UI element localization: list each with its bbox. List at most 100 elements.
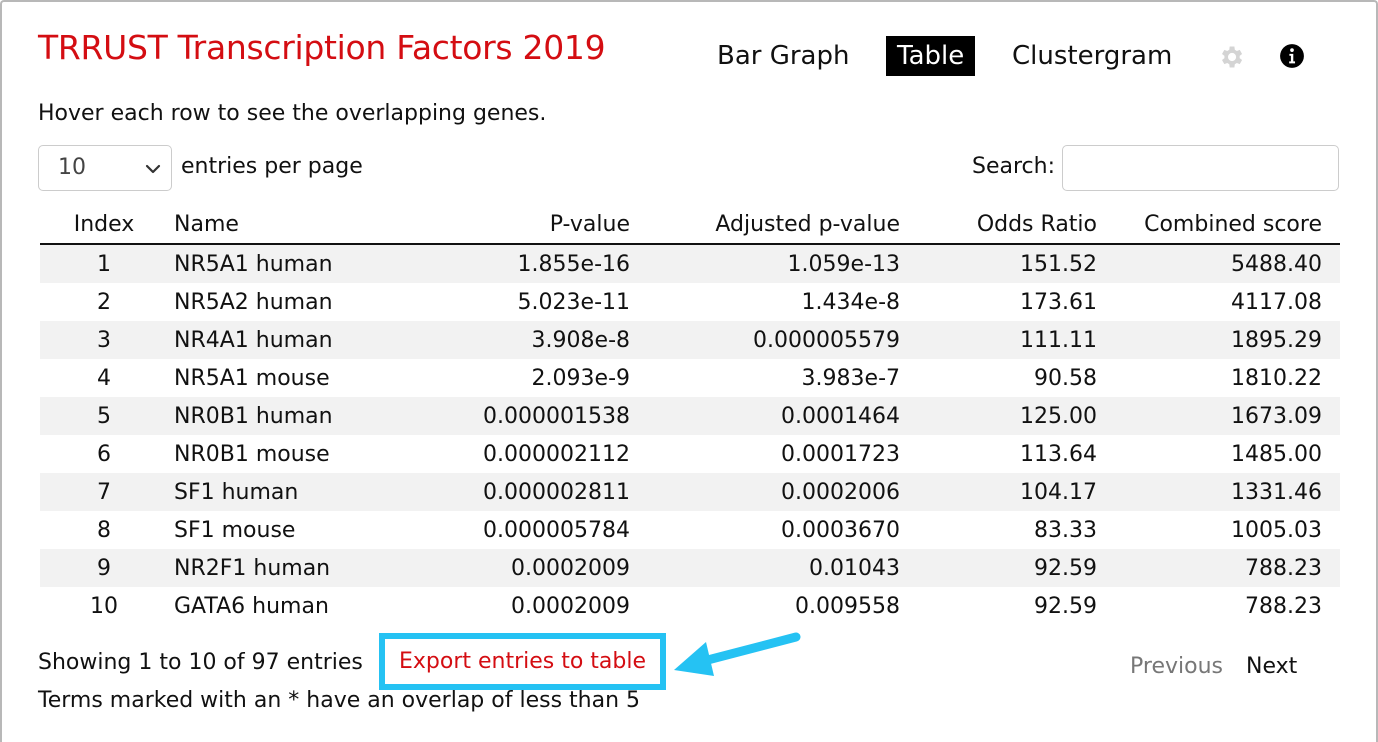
cell-name: GATA6 human [174,593,329,619]
cell-p-value: 0.0002009 [413,549,643,587]
cell-name: NR5A2 human [174,289,333,315]
cell-adjusted-p-value: 0.000005579 [643,321,913,359]
cell-p-value: 0.000002112 [483,441,630,467]
cell-combined-score: 1810.22 [1231,365,1322,391]
cell-odds-ratio: 111.11 [913,321,1111,359]
next-page-button[interactable]: Next [1246,654,1298,679]
cell-adjusted-p-value: 0.0001723 [781,441,900,467]
overlap-footnote: Terms marked with an * have an overlap o… [38,688,641,713]
cell-name: SF1 mouse [174,517,296,543]
cell-name: NR0B1 human [168,397,413,435]
cell-index: 1 [40,244,168,283]
previous-page-button[interactable]: Previous [1130,654,1223,679]
hover-hint: Hover each row to see the overlapping ge… [38,101,547,126]
cell-name: NR5A1 human [168,244,413,283]
table-row[interactable]: 2 NR5A2 human 5.023e-11 1.434e-8 173.61 4117.… [40,283,1340,321]
cell-combined-score: 1005.03 [1231,517,1322,543]
export-highlight-box: Export entries to table [379,633,666,690]
page-title: TRRUST Transcription Factors 2019 [38,28,606,67]
cell-name: NR4A1 human [168,321,413,359]
table-row[interactable]: 10 GATA6 human 0.0002009 0.009558 92.59 788.2… [40,587,1340,625]
cell-name: NR0B1 mouse [174,441,330,467]
cell-odds-ratio: 151.52 [913,244,1111,283]
column-header-odds-ratio[interactable]: Odds Ratio [913,206,1111,245]
cell-combined-score: 1331.46 [1111,473,1340,511]
cell-adjusted-p-value: 3.983e-7 [801,365,900,391]
cell-p-value: 3.908e-8 [413,321,643,359]
cell-combined-score: 1673.09 [1111,397,1340,435]
search-input[interactable] [1062,145,1339,191]
arrow-annotation-icon [674,632,801,676]
results-table: Index Name P-value Adjusted p-value Odds… [40,206,1340,625]
cell-adjusted-p-value: 0.0002006 [643,473,913,511]
cell-odds-ratio: 113.64 [1020,441,1097,467]
column-header-name[interactable]: Name [168,206,413,245]
chevron-down-icon [145,164,161,174]
showing-entries-text: Showing 1 to 10 of 97 entries [38,650,363,675]
cell-combined-score: 1895.29 [1111,321,1340,359]
view-tabs: Bar Graph Table Clustergram [0,36,1378,76]
cell-odds-ratio: 173.61 [1020,289,1097,315]
cell-adjusted-p-value: 0.0001464 [643,397,913,435]
table-row[interactable]: 5 NR0B1 human 0.000001538 0.0001464 125.00 16… [40,397,1340,435]
cell-p-value: 0.0002009 [511,593,630,619]
column-header-p-value[interactable]: P-value [413,206,643,245]
entries-per-page-value: 10 [58,155,86,180]
table-row[interactable]: 1 NR5A1 human 1.855e-16 1.059e-13 151.52 5488… [40,244,1340,283]
cell-index: 8 [97,517,111,543]
cell-odds-ratio: 83.33 [1034,517,1097,543]
cell-odds-ratio: 90.58 [1034,365,1097,391]
cell-odds-ratio: 125.00 [913,397,1111,435]
table-row[interactable]: 8 SF1 mouse 0.000005784 0.0003670 83.33 1005.… [40,511,1340,549]
cell-name: NR5A1 mouse [174,365,330,391]
cell-index: 9 [40,549,168,587]
cell-index: 6 [97,441,111,467]
cell-adjusted-p-value: 0.01043 [643,549,913,587]
table-body: 1 NR5A1 human 1.855e-16 1.059e-13 151.52 5488… [40,244,1340,625]
info-icon[interactable] [1279,43,1305,69]
cell-p-value: 0.000002811 [413,473,643,511]
cell-p-value: 1.855e-16 [413,244,643,283]
column-header-index[interactable]: Index [40,206,168,245]
cell-adjusted-p-value: 0.0003670 [781,517,900,543]
cell-odds-ratio: 92.59 [913,549,1111,587]
cell-index: 2 [97,289,111,315]
cell-odds-ratio: 104.17 [913,473,1111,511]
table-row[interactable]: 3 NR4A1 human 3.908e-8 0.000005579 111.11 189… [40,321,1340,359]
tab-table[interactable]: Table [886,36,976,76]
cell-name: SF1 human [168,473,413,511]
cell-adjusted-p-value: 1.434e-8 [801,289,900,315]
tab-clustergram[interactable]: Clustergram [1012,41,1173,71]
cell-index: 7 [40,473,168,511]
cell-index: 10 [90,593,118,619]
cell-p-value: 5.023e-11 [517,289,630,315]
cell-index: 5 [40,397,168,435]
entries-per-page-label: entries per page [181,154,363,179]
entries-per-page-select[interactable]: 10 [38,145,172,191]
column-header-combined-score[interactable]: Combined score [1111,206,1340,245]
cell-combined-score: 4117.08 [1231,289,1322,315]
column-header-adjusted-p-value[interactable]: Adjusted p-value [643,206,913,245]
cell-combined-score: 788.23 [1111,549,1340,587]
cell-name: NR2F1 human [168,549,413,587]
table-row[interactable]: 4 NR5A1 mouse 2.093e-9 3.983e-7 90.58 1810.22 [40,359,1340,397]
table-row[interactable]: 7 SF1 human 0.000002811 0.0002006 104.17 1331… [40,473,1340,511]
search-label: Search: [972,154,1055,179]
cell-p-value: 0.000005784 [483,517,630,543]
table-row[interactable]: 6 NR0B1 mouse 0.000002112 0.0001723 113.64 14… [40,435,1340,473]
cell-adjusted-p-value: 1.059e-13 [643,244,913,283]
tab-bar-graph[interactable]: Bar Graph [717,41,850,71]
cell-combined-score: 788.23 [1245,593,1322,619]
export-entries-link[interactable]: Export entries to table [398,649,647,674]
cell-index: 3 [40,321,168,359]
cell-combined-score: 5488.40 [1111,244,1340,283]
table-row[interactable]: 9 NR2F1 human 0.0002009 0.01043 92.59 788.23 [40,549,1340,587]
gear-icon[interactable] [1217,43,1245,71]
cell-index: 4 [97,365,111,391]
cell-p-value: 2.093e-9 [531,365,630,391]
table-header-row: Index Name P-value Adjusted p-value Odds… [40,206,1340,245]
cell-p-value: 0.000001538 [413,397,643,435]
cell-combined-score: 1485.00 [1231,441,1322,467]
cell-adjusted-p-value: 0.009558 [795,593,900,619]
